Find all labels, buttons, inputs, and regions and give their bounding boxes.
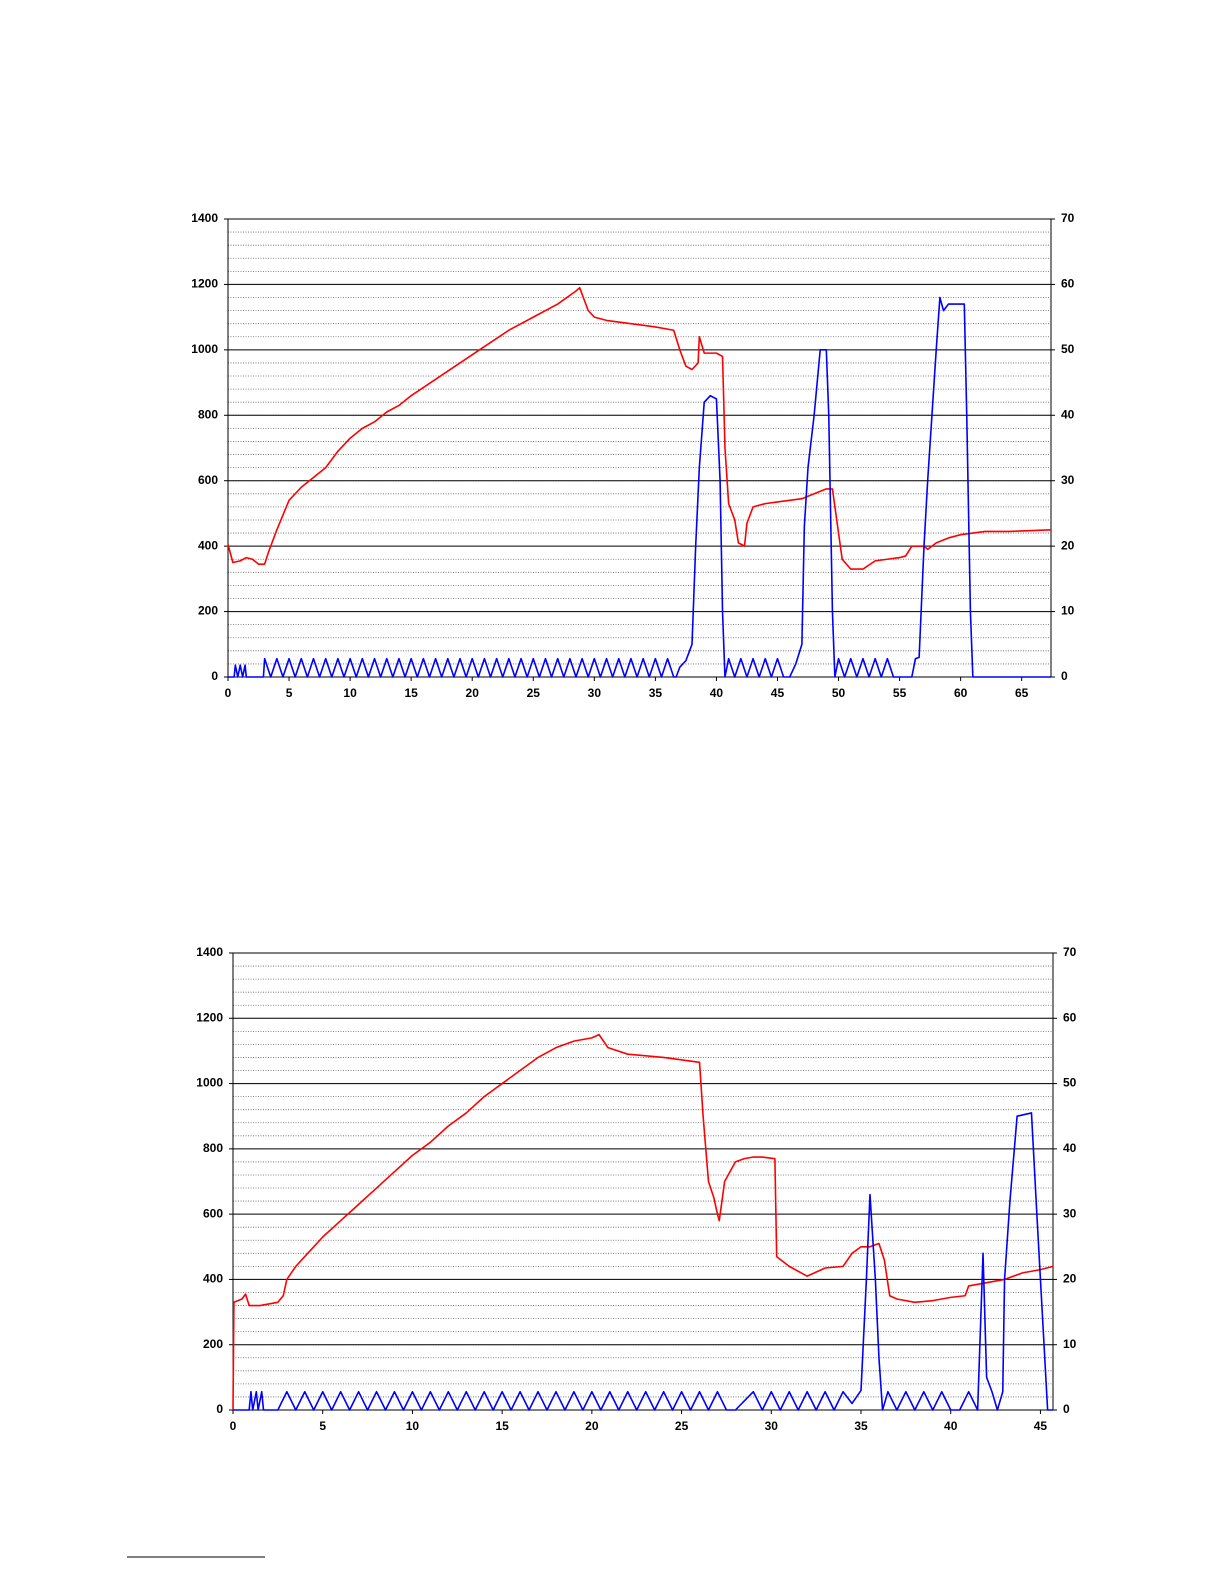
y-tick-label: 600 <box>203 1206 223 1220</box>
y-tick-label: 400 <box>203 1272 223 1286</box>
x-tick-label: 5 <box>286 686 293 700</box>
y2-tick-label: 10 <box>1061 604 1075 618</box>
y-tick-label: 1000 <box>191 342 218 356</box>
y-tick-label: 400 <box>198 538 218 552</box>
y-tick-label: 1400 <box>191 211 218 225</box>
x-tick-label: 0 <box>230 1419 237 1433</box>
x-tick-label: 15 <box>495 1419 509 1433</box>
x-tick-label: 20 <box>585 1419 599 1433</box>
x-tick-label: 55 <box>893 686 907 700</box>
x-tick-label: 50 <box>832 686 846 700</box>
y-tick-label: 0 <box>216 1402 223 1416</box>
data-line <box>233 1112 1053 1411</box>
x-tick-label: 25 <box>675 1419 689 1433</box>
x-tick-label: 35 <box>854 1419 868 1433</box>
x-tick-label: 30 <box>588 686 602 700</box>
y2-tick-label: 0 <box>1061 669 1068 683</box>
y2-tick-label: 10 <box>1063 1337 1077 1351</box>
x-tick-label: 10 <box>406 1419 420 1433</box>
y-tick-label: 1400 <box>196 945 223 959</box>
x-tick-label: 30 <box>765 1419 779 1433</box>
data-line <box>227 286 1052 570</box>
y2-tick-label: 50 <box>1063 1076 1077 1090</box>
y2-tick-label: 60 <box>1063 1010 1077 1024</box>
x-tick-label: 25 <box>527 686 541 700</box>
x-tick-label: 20 <box>466 686 480 700</box>
x-tick-label: 40 <box>710 686 724 700</box>
y2-tick-label: 0 <box>1063 1402 1070 1416</box>
x-tick-label: 10 <box>343 686 357 700</box>
y2-tick-label: 20 <box>1061 538 1075 552</box>
data-line <box>228 296 1051 678</box>
x-tick-label: 35 <box>649 686 663 700</box>
y2-tick-label: 30 <box>1063 1206 1077 1220</box>
x-tick-label: 65 <box>1015 686 1029 700</box>
x-tick-label: 0 <box>225 686 232 700</box>
y-tick-label: 200 <box>198 604 218 618</box>
y-tick-label: 1200 <box>196 1010 223 1024</box>
y-tick-label: 800 <box>198 407 218 421</box>
x-tick-label: 60 <box>954 686 968 700</box>
y2-tick-label: 40 <box>1063 1141 1077 1155</box>
y-tick-label: 200 <box>203 1337 223 1351</box>
y2-tick-label: 50 <box>1061 342 1075 356</box>
y2-tick-label: 30 <box>1061 473 1075 487</box>
x-tick-label: 5 <box>319 1419 326 1433</box>
data-line <box>232 1033 1054 1411</box>
y-tick-label: 800 <box>203 1141 223 1155</box>
y2-tick-label: 20 <box>1063 1272 1077 1286</box>
x-tick-label: 40 <box>944 1419 958 1433</box>
y2-tick-label: 70 <box>1061 211 1075 225</box>
y2-tick-label: 70 <box>1063 945 1077 959</box>
y2-tick-label: 40 <box>1061 407 1075 421</box>
x-tick-label: 45 <box>1034 1419 1048 1433</box>
x-tick-label: 45 <box>771 686 785 700</box>
y2-tick-label: 60 <box>1061 277 1075 291</box>
y-tick-label: 1200 <box>191 277 218 291</box>
y-tick-label: 1000 <box>196 1076 223 1090</box>
y-tick-label: 600 <box>198 473 218 487</box>
x-tick-label: 15 <box>404 686 418 700</box>
y-tick-label: 0 <box>211 669 218 683</box>
